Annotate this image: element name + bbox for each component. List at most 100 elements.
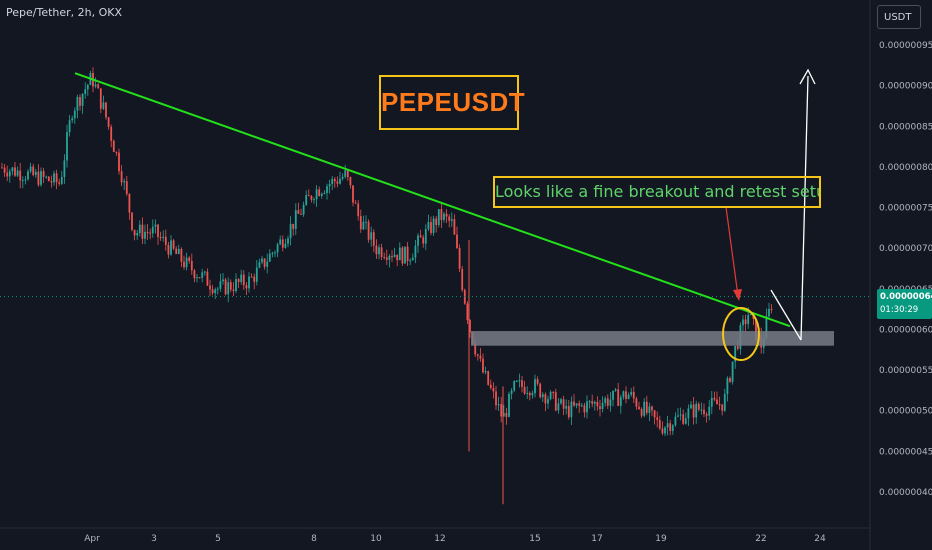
candle-body xyxy=(469,320,471,333)
candle-body xyxy=(50,181,53,183)
candle-body xyxy=(3,167,6,173)
candle-body xyxy=(630,391,633,395)
candle-body xyxy=(674,416,677,426)
candle-body xyxy=(203,271,206,273)
candle-body xyxy=(430,222,432,233)
candle-body xyxy=(151,226,154,234)
candle-body xyxy=(255,267,258,282)
x-tick-label: 12 xyxy=(434,534,445,544)
candle-body xyxy=(658,419,661,429)
candle-body xyxy=(211,289,214,294)
y-tick-label: 0.0000009000 xyxy=(879,82,932,92)
candle-body xyxy=(677,415,679,417)
candle-body xyxy=(354,202,357,204)
last-price-tag: 0.0000006404 01:30:29 xyxy=(877,289,932,319)
y-tick-label: 0.0000006000 xyxy=(879,325,932,335)
candle-body xyxy=(669,423,672,431)
candle-body xyxy=(580,405,583,407)
candle-body xyxy=(102,102,105,109)
candle-body xyxy=(482,358,484,373)
candle-body xyxy=(201,272,204,278)
descending-trendline xyxy=(74,72,791,328)
candle-body xyxy=(268,253,271,262)
candle-body xyxy=(461,268,464,290)
candle-body xyxy=(149,232,152,234)
candle-body xyxy=(326,186,328,193)
candle-body xyxy=(653,410,656,418)
candle-body xyxy=(344,170,347,177)
candle-body xyxy=(710,397,713,407)
candle-body xyxy=(500,404,503,417)
candle-body xyxy=(562,399,565,409)
candle-body xyxy=(734,345,737,362)
candle-body xyxy=(666,423,669,428)
candle-body xyxy=(73,110,76,119)
candle-body xyxy=(609,399,612,406)
candle-body xyxy=(575,403,578,406)
candle-body xyxy=(682,414,685,424)
candle-body xyxy=(164,236,167,245)
candle-body xyxy=(508,393,510,417)
y-tick-label: 0.0000007000 xyxy=(879,244,932,254)
candle-body xyxy=(284,243,287,248)
white-target-arrowhead xyxy=(799,68,816,85)
candle-body xyxy=(435,218,438,225)
candle-body xyxy=(84,89,87,94)
candle-body xyxy=(619,397,622,406)
candle-body xyxy=(42,171,45,177)
candle-body xyxy=(162,236,165,238)
candle-body xyxy=(216,288,219,290)
candle-body xyxy=(729,378,731,382)
candle-body xyxy=(445,213,448,217)
candle-body xyxy=(45,176,48,178)
candle-body xyxy=(622,391,625,398)
candle-body xyxy=(66,132,68,161)
y-tick-label: 0.0000008500 xyxy=(879,122,932,132)
candle-body xyxy=(16,170,19,176)
candle-body xyxy=(523,386,526,394)
candle-body xyxy=(586,401,588,413)
candle-body xyxy=(721,404,724,411)
candle-body xyxy=(232,289,235,291)
candle-body xyxy=(287,238,289,244)
candle-body xyxy=(700,409,703,411)
candle-body xyxy=(302,204,305,215)
candle-body xyxy=(68,120,71,133)
candle-body xyxy=(687,408,690,419)
candle-body xyxy=(731,361,734,382)
candle-body xyxy=(398,247,401,261)
candle-body xyxy=(359,216,362,230)
candle-body xyxy=(1,167,3,169)
candle-body xyxy=(479,355,482,359)
candle-body xyxy=(237,279,240,283)
candle-body xyxy=(331,178,334,185)
symbol-title: Pepe/Tether, 2h, OKX xyxy=(6,6,123,19)
candle-body xyxy=(318,189,321,196)
candle-body xyxy=(411,257,414,261)
candle-body xyxy=(144,231,146,239)
candle-body xyxy=(297,210,300,214)
currency-button[interactable]: USDT xyxy=(877,5,921,29)
candle-body xyxy=(357,203,360,217)
candle-body xyxy=(248,276,250,289)
candle-body xyxy=(708,406,711,416)
candle-body xyxy=(414,245,417,258)
candle-body xyxy=(253,276,256,282)
candle-body xyxy=(250,276,253,278)
candle-body xyxy=(261,258,263,263)
candle-body xyxy=(292,223,295,229)
candle-body xyxy=(81,93,84,106)
candle-body xyxy=(726,378,729,394)
candle-body xyxy=(552,391,555,393)
candle-body xyxy=(123,181,126,183)
candle-body xyxy=(60,176,63,184)
candle-body xyxy=(180,248,183,262)
candle-body xyxy=(534,379,536,394)
candle-body xyxy=(617,389,620,406)
candle-body xyxy=(300,213,302,215)
candle-body xyxy=(214,289,217,294)
candle-body xyxy=(229,282,232,290)
breakout-note-annotation: Looks like a fine breakout and retest se… xyxy=(493,176,821,208)
